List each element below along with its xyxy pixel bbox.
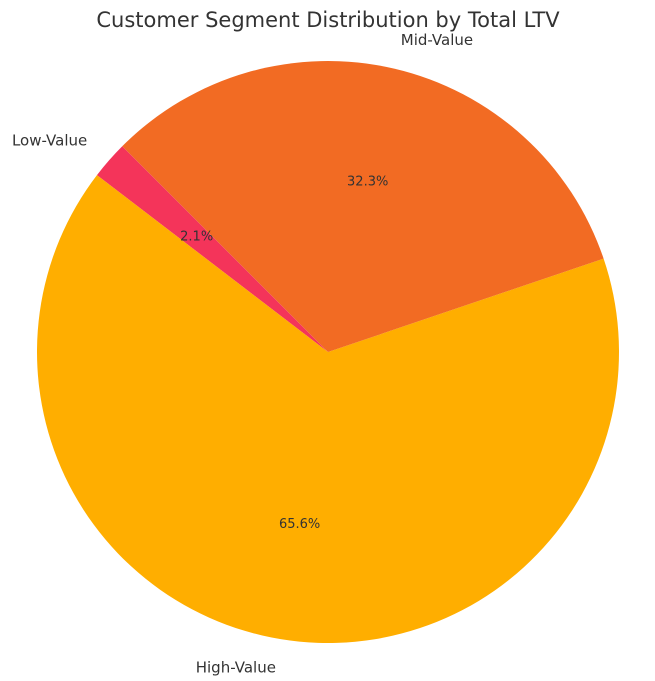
pie-slices — [36, 61, 620, 643]
pie-labels: Low-Value 2.1% High-Value 65.6% Mid-Value 32.… — [12, 31, 473, 677]
pie-slice-low-value — [96, 146, 328, 352]
slice-label-low-value: Low-Value — [12, 132, 87, 150]
slice-label-high-value: High-Value — [196, 658, 276, 676]
slice-label-mid-value: Mid-Value — [401, 31, 473, 49]
pie-slice-high-value — [36, 175, 620, 643]
chart-title: Customer Segment Distribution by Total L… — [96, 8, 560, 32]
pie-slice-mid-value — [122, 61, 604, 353]
slice-percent-mid-value: 32.3% — [347, 174, 388, 189]
slice-percent-low-value: 2.1% — [180, 229, 213, 244]
slice-percent-high-value: 65.6% — [279, 517, 320, 532]
